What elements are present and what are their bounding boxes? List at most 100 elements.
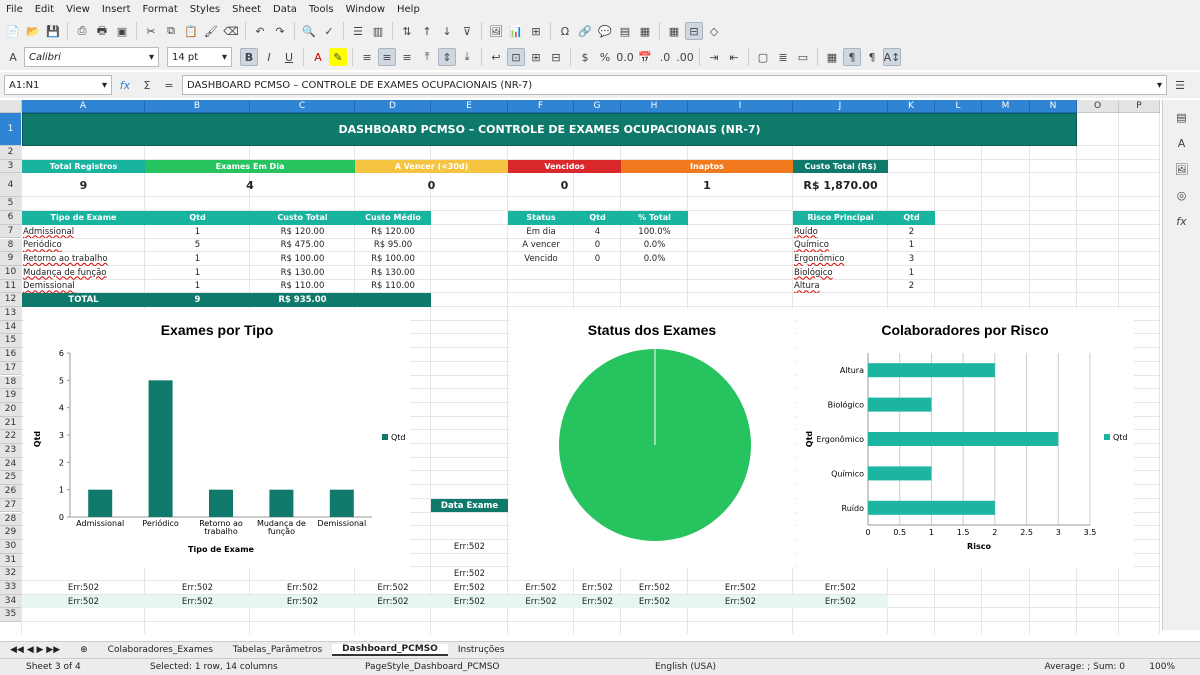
- column-header-K[interactable]: K: [888, 100, 935, 113]
- ltr-icon[interactable]: ¶: [843, 48, 861, 66]
- column-header-L[interactable]: L: [935, 100, 982, 113]
- function-wizard-icon[interactable]: fx: [119, 78, 131, 92]
- print-preview-icon[interactable]: ▣: [116, 24, 128, 38]
- column-header-I[interactable]: I: [688, 100, 793, 113]
- row-header-26[interactable]: 26: [0, 485, 22, 499]
- row-header-9[interactable]: 9: [0, 252, 22, 266]
- freeze-icon[interactable]: ▦: [668, 24, 680, 38]
- formula-icon[interactable]: =: [164, 78, 174, 92]
- delete-decimal-icon[interactable]: .00: [676, 50, 694, 64]
- row-header-14[interactable]: 14: [0, 320, 22, 335]
- functions-icon[interactable]: fx: [1176, 214, 1187, 228]
- column-header-J[interactable]: J: [793, 100, 888, 113]
- font-size-box[interactable]: 14 pt ▾: [167, 47, 232, 67]
- row-header-4[interactable]: 4: [0, 173, 22, 198]
- row-header-21[interactable]: 21: [0, 416, 22, 431]
- merge-cells-icon[interactable]: ⊞: [531, 50, 541, 64]
- sort-icon[interactable]: ⇅: [402, 24, 412, 38]
- column-header-D[interactable]: D: [355, 100, 431, 113]
- align-right-icon[interactable]: ≡: [402, 50, 412, 64]
- spelling-icon[interactable]: ✓: [324, 24, 334, 38]
- menu-edit[interactable]: Edit: [34, 3, 55, 15]
- menu-view[interactable]: View: [66, 3, 90, 15]
- menu-data[interactable]: Data: [273, 3, 297, 15]
- border-color-icon[interactable]: ▭: [797, 50, 809, 64]
- styles-icon[interactable]: A: [1177, 136, 1186, 150]
- split-window-icon[interactable]: ⊟: [685, 22, 703, 40]
- menu-insert[interactable]: Insert: [101, 3, 131, 15]
- row-header-30[interactable]: 30: [0, 539, 22, 554]
- conditional-icon[interactable]: ▦: [826, 50, 838, 64]
- sum-icon[interactable]: Σ: [143, 78, 151, 92]
- underline-icon[interactable]: U: [284, 50, 294, 64]
- row-header-20[interactable]: 20: [0, 402, 22, 417]
- row-header-15[interactable]: 15: [0, 334, 22, 349]
- menu-styles[interactable]: Styles: [189, 3, 221, 15]
- row-header-3[interactable]: 3: [0, 159, 22, 174]
- menu-window[interactable]: Window: [345, 3, 385, 15]
- row-header-32[interactable]: 32: [0, 567, 22, 581]
- italic-icon[interactable]: I: [267, 50, 271, 64]
- menu-help[interactable]: Help: [397, 3, 420, 15]
- name-box[interactable]: A1:N1 ▾: [4, 75, 112, 95]
- row-header-2[interactable]: 2: [0, 146, 22, 160]
- row-header-31[interactable]: 31: [0, 553, 22, 568]
- row-header-27[interactable]: 27: [0, 498, 22, 513]
- borders-icon[interactable]: ▢: [757, 50, 769, 64]
- column-header-P[interactable]: P: [1119, 100, 1160, 113]
- row-header-24[interactable]: 24: [0, 457, 22, 472]
- undo-icon[interactable]: ↶: [255, 24, 265, 38]
- sort-asc-icon[interactable]: ↑: [422, 24, 432, 38]
- row-header-1[interactable]: 1: [0, 113, 22, 146]
- autofilter-icon[interactable]: ⊽: [462, 24, 472, 38]
- save-icon[interactable]: 💾: [46, 24, 60, 38]
- row-header-28[interactable]: 28: [0, 512, 22, 527]
- column-header-O[interactable]: O: [1077, 100, 1119, 113]
- row-header-22[interactable]: 22: [0, 430, 22, 444]
- column-header-A[interactable]: A: [22, 100, 145, 113]
- gallery-icon[interactable]: 🖼: [1174, 162, 1189, 176]
- define-print-area-icon[interactable]: ▦: [639, 24, 651, 38]
- sort-desc-icon[interactable]: ↓: [442, 24, 452, 38]
- column-header-B[interactable]: B: [145, 100, 250, 113]
- row-header-13[interactable]: 13: [0, 307, 22, 321]
- column-header-G[interactable]: G: [574, 100, 621, 113]
- image-icon[interactable]: 🖼: [489, 24, 503, 38]
- font-name-box[interactable]: Calibri ▾: [24, 47, 159, 67]
- add-sheet-icon[interactable]: ⊕: [80, 645, 88, 655]
- clear-icon[interactable]: ⌫: [223, 24, 239, 38]
- row-icon[interactable]: ☰: [353, 24, 363, 38]
- align-left-icon[interactable]: ≡: [362, 50, 372, 64]
- currency-icon[interactable]: $: [581, 50, 589, 64]
- navigator-icon[interactable]: ◎: [1176, 188, 1187, 202]
- properties-icon[interactable]: ▤: [1176, 110, 1187, 124]
- text-direction-icon[interactable]: A↕: [883, 48, 901, 66]
- column-header-H[interactable]: H: [621, 100, 688, 113]
- row-header-23[interactable]: 23: [0, 444, 22, 458]
- tab-nav-icon[interactable]: ◀◀ ◀ ▶ ▶▶: [10, 645, 61, 655]
- merge-center-icon[interactable]: ⊡: [507, 48, 525, 66]
- comment-icon[interactable]: 💬: [598, 24, 612, 38]
- special-char-icon[interactable]: Ω: [560, 24, 570, 38]
- cut-icon[interactable]: ✂: [146, 24, 156, 38]
- row-header-35[interactable]: 35: [0, 608, 22, 623]
- decrease-indent-icon[interactable]: ⇤: [729, 50, 739, 64]
- row-header-7[interactable]: 7: [0, 224, 22, 239]
- row-header-6[interactable]: 6: [0, 211, 22, 225]
- tab-tabelas_parâmetros[interactable]: Tabelas_Parâmetros: [232, 645, 323, 655]
- highlight-icon[interactable]: ✎: [329, 48, 347, 66]
- font-color-icon[interactable]: A: [314, 50, 322, 64]
- row-header-8[interactable]: 8: [0, 238, 22, 253]
- menu-file[interactable]: File: [6, 3, 23, 15]
- bold-icon[interactable]: B: [240, 48, 258, 66]
- print-icon[interactable]: 🖶: [96, 23, 108, 37]
- row-header-11[interactable]: 11: [0, 279, 22, 294]
- row-header-19[interactable]: 19: [0, 389, 22, 403]
- row-header-33[interactable]: 33: [0, 581, 22, 595]
- column-header-M[interactable]: M: [982, 100, 1030, 113]
- increase-indent-icon[interactable]: ⇥: [709, 50, 719, 64]
- menu-sheet[interactable]: Sheet: [232, 3, 262, 15]
- tab-dashboard_pcmso[interactable]: Dashboard_PCMSO: [332, 644, 448, 656]
- row-header-5[interactable]: 5: [0, 197, 22, 212]
- unmerge-icon[interactable]: ⊟: [551, 50, 561, 64]
